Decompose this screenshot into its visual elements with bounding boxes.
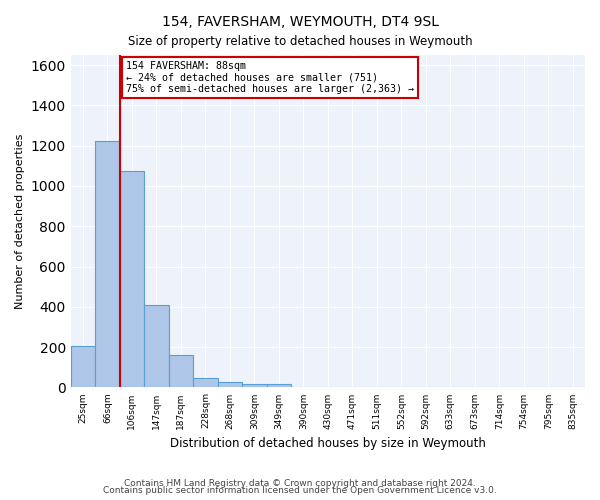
Bar [71, 346, 95, 388]
Text: Size of property relative to detached houses in Weymouth: Size of property relative to detached ho… [128, 35, 472, 48]
Text: 154, FAVERSHAM, WEYMOUTH, DT4 9SL: 154, FAVERSHAM, WEYMOUTH, DT4 9SL [161, 15, 439, 29]
X-axis label: Distribution of detached houses by size in Weymouth: Distribution of detached houses by size … [170, 437, 486, 450]
Bar [169, 355, 193, 388]
Bar [193, 378, 218, 388]
Bar [218, 382, 242, 388]
Bar [242, 384, 266, 388]
Text: Contains HM Land Registry data © Crown copyright and database right 2024.: Contains HM Land Registry data © Crown c… [124, 478, 476, 488]
Text: 154 FAVERSHAM: 88sqm
← 24% of detached houses are smaller (751)
75% of semi-deta: 154 FAVERSHAM: 88sqm ← 24% of detached h… [126, 61, 414, 94]
Bar [266, 384, 291, 388]
Y-axis label: Number of detached properties: Number of detached properties [15, 134, 25, 309]
Text: Contains public sector information licensed under the Open Government Licence v3: Contains public sector information licen… [103, 486, 497, 495]
Bar [95, 140, 119, 388]
Bar [119, 171, 144, 388]
Bar [144, 305, 169, 388]
